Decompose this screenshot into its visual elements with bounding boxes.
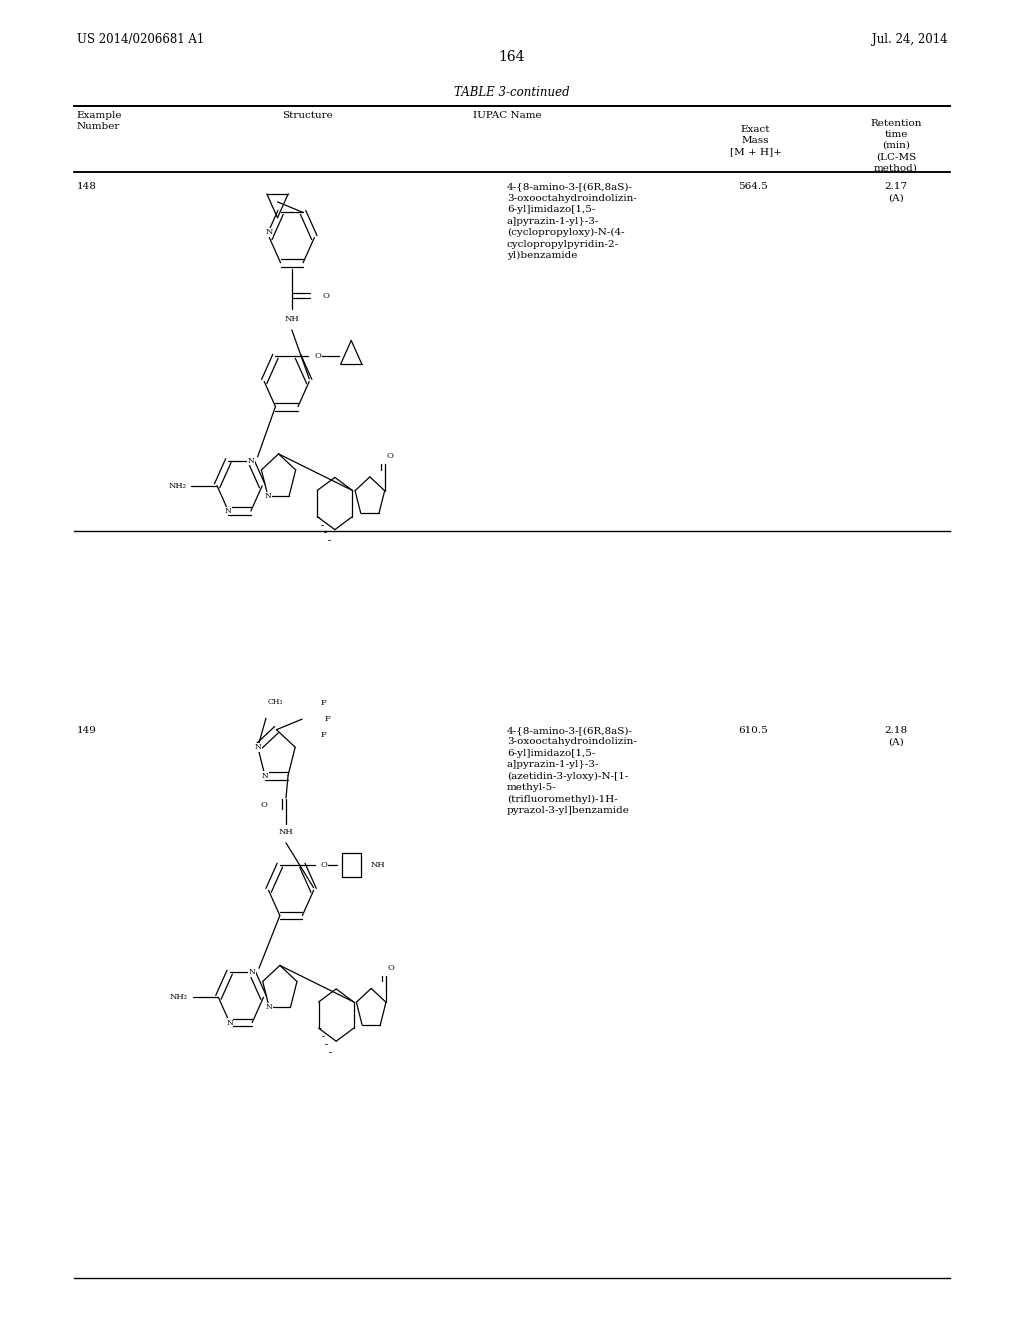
Text: O: O	[388, 964, 394, 972]
Text: 4-{8-amino-3-[(6R,8aS)-
3-oxooctahydroindolizin-
6-yl]imidazo[1,5-
a]pyrazin-1-y: 4-{8-amino-3-[(6R,8aS)- 3-oxooctahydroin…	[507, 726, 637, 816]
Text: N: N	[249, 969, 256, 977]
Text: Retention
time
(min)
(LC-MS
method): Retention time (min) (LC-MS method)	[870, 119, 922, 172]
Text: IUPAC Name: IUPAC Name	[472, 111, 542, 120]
Text: O: O	[321, 861, 328, 870]
Text: CH₃: CH₃	[268, 698, 284, 706]
Text: NH: NH	[285, 315, 299, 323]
Text: N: N	[261, 772, 268, 780]
Text: O: O	[386, 453, 393, 461]
Text: NH₂: NH₂	[170, 994, 187, 1002]
Text: 610.5: 610.5	[737, 726, 768, 735]
Text: NH: NH	[279, 829, 293, 837]
Text: N: N	[225, 507, 231, 515]
Text: 564.5: 564.5	[737, 182, 768, 191]
Text: 2.18
(A): 2.18 (A)	[885, 726, 907, 746]
Text: N: N	[254, 743, 261, 751]
Text: TABLE 3-continued: TABLE 3-continued	[455, 86, 569, 99]
Text: 149: 149	[77, 726, 96, 735]
Text: N: N	[265, 228, 273, 236]
Text: 148: 148	[77, 182, 96, 191]
Text: N: N	[266, 1003, 272, 1011]
Text: N: N	[248, 457, 254, 465]
Text: 4-{8-amino-3-[(6R,8aS)-
3-oxooctahydroindolizin-
6-yl]imidazo[1,5-
a]pyrazin-1-y: 4-{8-amino-3-[(6R,8aS)- 3-oxooctahydroin…	[507, 182, 637, 260]
Text: N: N	[226, 1019, 233, 1027]
Text: Exact
Mass
[M + H]+: Exact Mass [M + H]+	[730, 125, 781, 157]
Text: F: F	[321, 700, 327, 708]
Text: F: F	[325, 715, 331, 723]
Text: Example
Number: Example Number	[77, 111, 122, 131]
Text: US 2014/0206681 A1: US 2014/0206681 A1	[77, 33, 204, 46]
Text: NH₂: NH₂	[168, 482, 186, 490]
Text: NH: NH	[371, 861, 386, 870]
Text: F: F	[321, 731, 327, 739]
Text: O: O	[314, 352, 322, 360]
Text: Structure: Structure	[282, 111, 333, 120]
Text: O: O	[323, 292, 330, 300]
Text: 2.17
(A): 2.17 (A)	[885, 182, 907, 202]
Text: N: N	[264, 492, 271, 500]
Text: O: O	[261, 801, 267, 809]
Text: Jul. 24, 2014: Jul. 24, 2014	[871, 33, 947, 46]
Text: 164: 164	[499, 50, 525, 65]
